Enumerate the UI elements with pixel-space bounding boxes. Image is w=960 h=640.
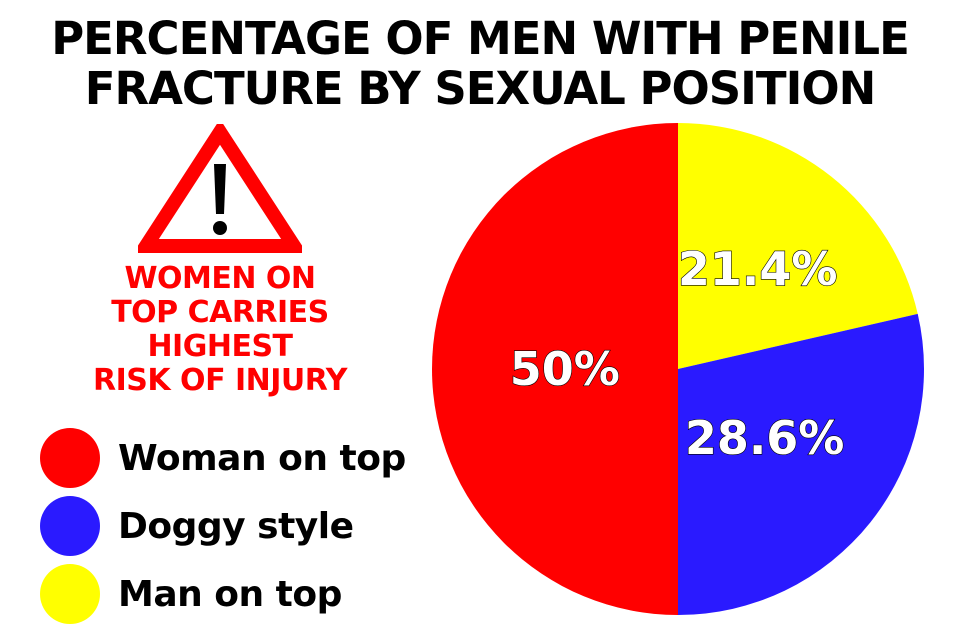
warning-line-2: TOP CARRIES — [111, 295, 329, 330]
legend-label-doggy-style: Doggy style — [118, 505, 354, 547]
warning-line-4: RISK OF INJURY — [93, 363, 347, 398]
warning-message: WOMEN ON TOP CARRIES HIGHEST RISK OF INJ… — [40, 262, 400, 398]
pie-label-doggy-style: 28.6% — [685, 411, 845, 465]
warning-line-1: WOMEN ON — [124, 261, 316, 296]
legend-swatch-doggy-style — [40, 496, 100, 556]
legend-item-doggy-style: Doggy style — [40, 492, 440, 560]
pie-chart: 50% 28.6% 21.4% — [432, 123, 924, 615]
pie-slice-doggy-style — [678, 313, 924, 615]
warning-triangle-icon — [138, 124, 302, 253]
chart-title-line-1: PERCENTAGE OF MEN WITH PENILE — [51, 12, 910, 65]
legend-label-man-on-top: Man on top — [118, 573, 342, 615]
legend-swatch-man-on-top — [40, 564, 100, 624]
pie-label-woman-on-top: 50% — [510, 342, 620, 396]
legend-label-woman-on-top: Woman on top — [118, 437, 406, 479]
legend-swatch-woman-on-top — [40, 428, 100, 488]
chart-title-line-2: FRACTURE BY SEXUAL POSITION — [84, 62, 877, 115]
chart-title: PERCENTAGE OF MEN WITH PENILE FRACTURE B… — [0, 14, 960, 114]
legend-item-woman-on-top: Woman on top — [40, 424, 440, 492]
chart-legend: Woman on top Doggy style Man on top — [40, 424, 440, 628]
warning-line-3: HIGHEST — [147, 329, 293, 364]
pie-label-man-on-top: 21.4% — [678, 242, 838, 296]
pie-slice-woman-on-top — [432, 123, 678, 615]
pie-slice-man-on-top — [678, 123, 918, 369]
legend-item-man-on-top: Man on top — [40, 560, 440, 628]
